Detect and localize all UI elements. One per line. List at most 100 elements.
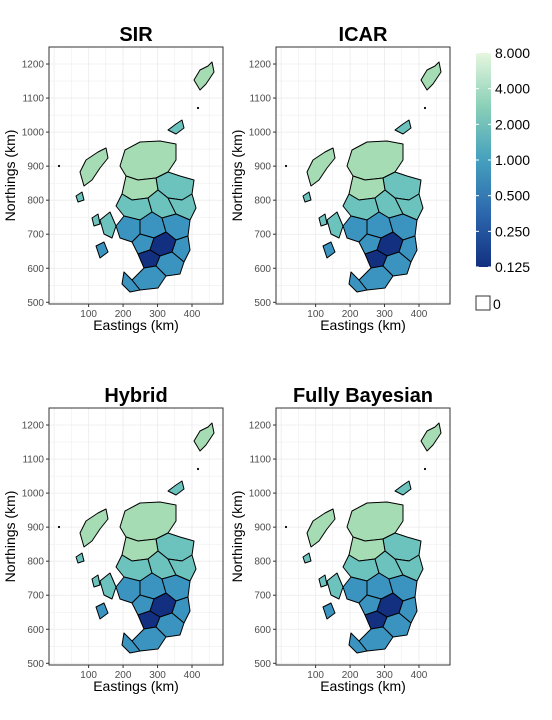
map-region bbox=[420, 422, 442, 452]
legend-label: 2.000 bbox=[495, 116, 530, 132]
y-tick-label: 900 bbox=[254, 162, 271, 173]
y-tick-label: 900 bbox=[254, 523, 271, 534]
map-region bbox=[302, 191, 312, 203]
x-tick-label: 400 bbox=[411, 670, 428, 681]
y-tick-label: 1200 bbox=[22, 60, 45, 71]
x-tick-label: 100 bbox=[307, 670, 324, 681]
map-region bbox=[326, 211, 344, 239]
island-dot bbox=[284, 525, 288, 529]
map-region bbox=[99, 211, 117, 239]
map-region bbox=[318, 574, 328, 588]
legend-label: 0.125 bbox=[495, 259, 530, 275]
panel-border bbox=[275, 46, 451, 305]
legend-zero-label: 0 bbox=[493, 296, 501, 312]
x-tick-label: 200 bbox=[342, 670, 359, 681]
island-dot bbox=[423, 106, 427, 110]
y-tick-label: 1100 bbox=[22, 455, 44, 466]
y-tick-label: 500 bbox=[254, 659, 271, 670]
x-tick-label: 400 bbox=[184, 670, 201, 681]
y-tick-label: 800 bbox=[254, 196, 271, 207]
map-region bbox=[322, 602, 336, 620]
map-region bbox=[193, 61, 215, 91]
map-region bbox=[348, 632, 368, 654]
map-region bbox=[79, 147, 109, 187]
map-region bbox=[91, 574, 101, 588]
x-tick-label: 200 bbox=[115, 309, 132, 320]
y-tick-label: 900 bbox=[27, 162, 44, 173]
y-tick-label: 700 bbox=[27, 591, 44, 602]
x-tick-label: 400 bbox=[184, 309, 201, 320]
legend-label: 1.000 bbox=[495, 152, 530, 168]
color-legend: 8.000 4.000 2.000 1.000 0.500 0.250 0.125 0 bbox=[475, 45, 530, 312]
map-region bbox=[91, 213, 101, 227]
map-region bbox=[95, 241, 109, 259]
x-tick-label: 200 bbox=[342, 309, 359, 320]
legend-label: 4.000 bbox=[495, 81, 530, 97]
map-region bbox=[79, 508, 109, 548]
x-tick-label: 400 bbox=[411, 309, 428, 320]
x-tick-label: 300 bbox=[376, 670, 393, 681]
island-dot bbox=[284, 164, 288, 168]
panel-hybrid: 500 600 700 800 900 1000 1100 1200 100 200 300 400 H… bbox=[2, 385, 224, 694]
map-region bbox=[420, 61, 442, 91]
y-tick-label: 1100 bbox=[22, 94, 44, 105]
x-tick-label: 300 bbox=[149, 309, 166, 320]
map-regions bbox=[284, 61, 442, 293]
map-regions bbox=[284, 422, 442, 654]
x-axis-title: Eastings (km) bbox=[93, 678, 179, 694]
x-tick-label: 300 bbox=[149, 670, 166, 681]
legend-ticks: 8.000 4.000 2.000 1.000 0.500 0.250 0.125 bbox=[476, 45, 530, 275]
island-dot bbox=[196, 467, 200, 471]
map-region bbox=[394, 480, 412, 496]
panel-border bbox=[48, 407, 224, 666]
y-tick-label: 1200 bbox=[22, 421, 45, 432]
y-axis-title: Northings (km) bbox=[229, 130, 245, 222]
panel-icar: 500 600 700 800 900 1000 1100 1200 100 200 300 400 I… bbox=[229, 24, 451, 333]
y-tick-label: 1200 bbox=[249, 421, 272, 432]
island-dot bbox=[57, 164, 61, 168]
island-dot bbox=[196, 106, 200, 110]
map-regions bbox=[57, 422, 215, 654]
legend-colorbar bbox=[476, 53, 491, 267]
y-tick-label: 800 bbox=[254, 557, 271, 568]
panel-title: Hybrid bbox=[104, 385, 167, 407]
island-dot bbox=[423, 467, 427, 471]
y-tick-label: 500 bbox=[27, 659, 44, 670]
y-tick-label: 600 bbox=[254, 264, 271, 275]
map-region bbox=[322, 241, 336, 259]
panel-sir: 500 600 700 800 900 1000 1100 1200 100 200 300 400 S… bbox=[2, 24, 224, 333]
map-region bbox=[394, 119, 412, 135]
y-tick-label: 900 bbox=[27, 523, 44, 534]
y-tick-label: 600 bbox=[254, 625, 271, 636]
panel-border bbox=[275, 407, 451, 666]
panel-fully-bayesian: 500 600 700 800 900 1000 1100 1200 100 200 300 400 F… bbox=[229, 385, 451, 694]
panel-border bbox=[48, 46, 224, 305]
map-region bbox=[348, 271, 368, 293]
island-dot bbox=[57, 525, 61, 529]
x-tick-label: 100 bbox=[80, 309, 97, 320]
legend-label: 8.000 bbox=[495, 45, 530, 61]
y-tick-label: 1100 bbox=[249, 455, 271, 466]
y-tick-label: 800 bbox=[27, 196, 44, 207]
panel-title: ICAR bbox=[339, 24, 388, 46]
map-region bbox=[99, 572, 117, 600]
map-region bbox=[306, 508, 336, 548]
legend-zero-swatch bbox=[475, 295, 491, 311]
y-tick-label: 700 bbox=[254, 230, 271, 241]
legend-label: 0.250 bbox=[495, 223, 530, 239]
map-region bbox=[193, 422, 215, 452]
x-axis-title: Eastings (km) bbox=[320, 317, 406, 333]
y-tick-label: 800 bbox=[27, 557, 44, 568]
y-tick-label: 1000 bbox=[249, 128, 272, 139]
y-tick-label: 700 bbox=[27, 230, 44, 241]
map-region bbox=[318, 213, 328, 227]
y-tick-label: 1100 bbox=[249, 94, 271, 105]
x-tick-label: 200 bbox=[115, 670, 132, 681]
map-region bbox=[167, 119, 185, 135]
y-axis-title: Northings (km) bbox=[2, 130, 18, 222]
x-tick-label: 100 bbox=[80, 670, 97, 681]
x-axis-title: Eastings (km) bbox=[93, 317, 179, 333]
x-axis-title: Eastings (km) bbox=[320, 678, 406, 694]
legend-label: 0.500 bbox=[495, 188, 530, 204]
